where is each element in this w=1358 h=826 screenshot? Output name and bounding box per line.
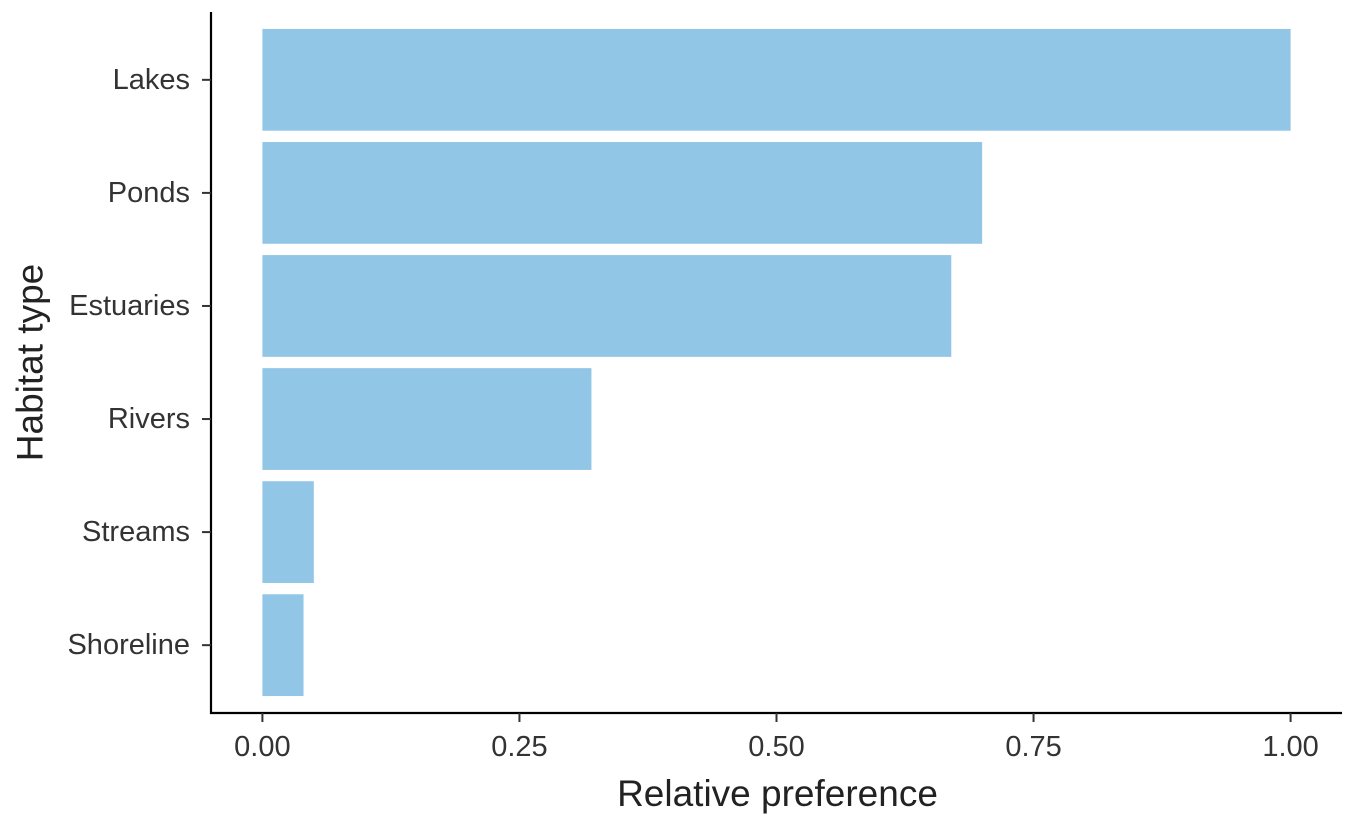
x-tick-label: 1.00 (1262, 731, 1318, 763)
x-tick-label: 0.50 (748, 731, 804, 763)
y-tick-label: Ponds (108, 177, 190, 209)
bar-estuaries (262, 255, 952, 357)
bars-layer (262, 28, 1291, 697)
x-tick-label: 0.75 (1005, 731, 1061, 763)
bar-rivers (262, 368, 592, 470)
y-axis-title: Habitat type (10, 264, 51, 461)
y-tick-label: Shoreline (67, 629, 190, 661)
y-tick-label: Rivers (108, 403, 190, 435)
bar-lakes (262, 28, 1291, 131)
bar-ponds (262, 142, 983, 244)
bar-streams (262, 481, 314, 583)
y-axis-ticks: Lakes Ponds Estuaries Rivers Streams Shorelin… (67, 64, 211, 661)
x-axis-title: Relative preference (617, 773, 938, 814)
y-tick-label: Streams (82, 516, 190, 548)
x-tick-label: 0.00 (234, 731, 290, 763)
x-tick-label: 0.25 (491, 731, 547, 763)
x-axis-ticks: 0.00 0.25 0.50 0.75 1.00 (234, 713, 1319, 763)
y-tick-label: Lakes (113, 64, 190, 96)
bar-shoreline (262, 594, 304, 697)
y-tick-label: Estuaries (69, 290, 190, 322)
